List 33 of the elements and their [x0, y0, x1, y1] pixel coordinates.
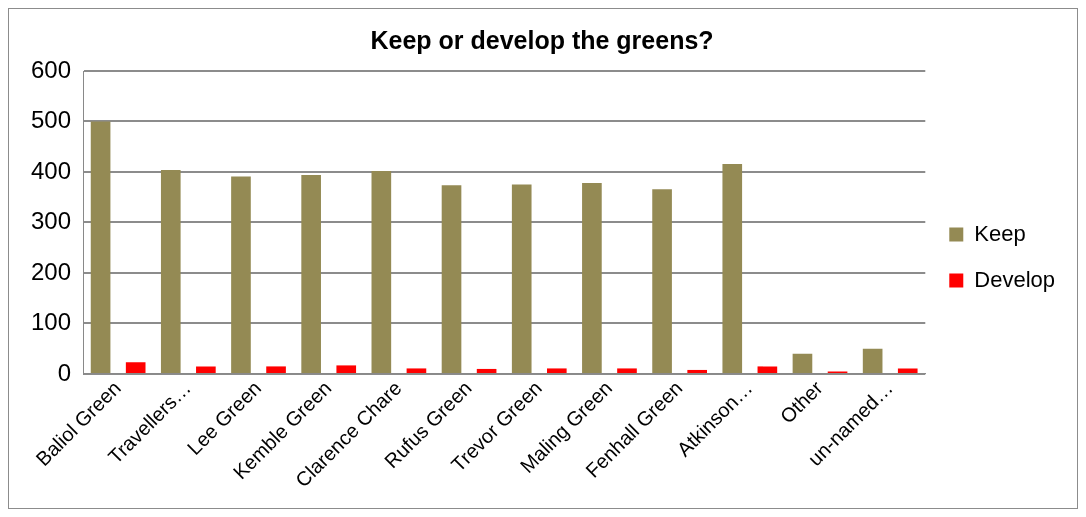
bar: [266, 366, 286, 373]
bar: [231, 176, 251, 373]
bar: [652, 189, 672, 373]
bar: [687, 369, 707, 373]
bar: [757, 366, 778, 373]
bar: [336, 365, 357, 373]
y-tick-label: 200: [31, 257, 72, 285]
chart-title: Keep or develop the greens?: [370, 25, 714, 54]
y-tick-label: 100: [31, 308, 72, 336]
bar: [125, 362, 146, 373]
bar: [371, 170, 392, 373]
y-tick-label: 400: [31, 156, 72, 184]
bar: [582, 183, 602, 373]
bar: [301, 175, 321, 373]
bar: [476, 368, 497, 373]
bar: [160, 169, 181, 373]
bar: [862, 348, 883, 373]
bar: [441, 185, 462, 373]
bar: [406, 368, 427, 373]
bar: [511, 184, 532, 373]
bar: [90, 121, 111, 373]
bar: [897, 368, 918, 373]
legend-label: Keep: [974, 220, 1026, 246]
bar: [196, 366, 216, 373]
bar: [617, 368, 637, 373]
y-tick-label: 0: [57, 358, 72, 386]
legend-label: Develop: [974, 266, 1055, 292]
bar: [722, 163, 743, 373]
bar: [792, 353, 813, 373]
y-tick-label: 600: [31, 55, 72, 83]
y-tick-label: 300: [31, 207, 72, 235]
y-tick-label: 500: [31, 106, 72, 134]
bar: [546, 368, 567, 373]
